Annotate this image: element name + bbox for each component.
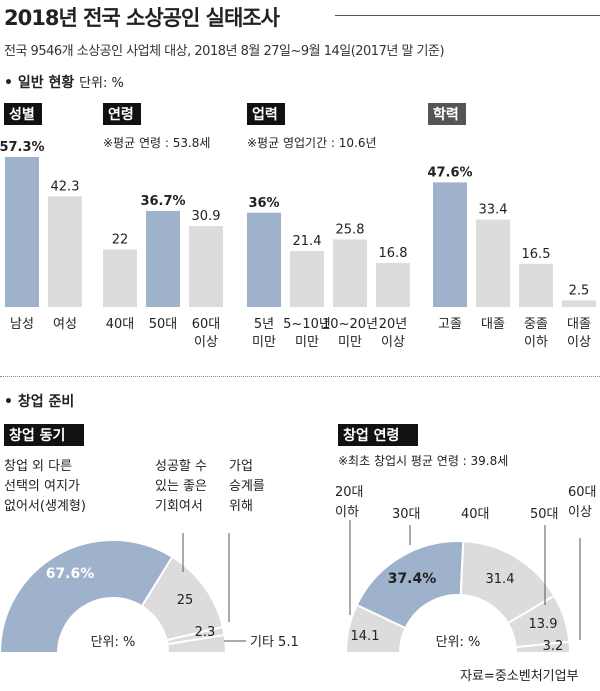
bar-category-0-0: 남성	[10, 317, 34, 332]
bar-value-0-0: 57.3%	[0, 140, 45, 155]
chart-title-5-bg	[338, 424, 418, 446]
bar-value-2-2: 25.8	[336, 222, 365, 237]
donut-category-5-3: 50대	[530, 507, 559, 522]
bar-2-0	[247, 212, 281, 307]
section-general-label: • 일반 현황	[4, 75, 75, 91]
chart-note-5: ※최초 창업시 평균 연령 : 39.8세	[338, 454, 508, 468]
donut-unit-5: 단위: %	[436, 635, 481, 650]
section-general: • 일반 현황 단위: %	[4, 72, 124, 92]
bar-category-3-1: 대졸	[481, 317, 505, 332]
bar-value-0-1: 42.3	[51, 179, 80, 194]
bar-value-1-0: 22	[112, 232, 129, 247]
chart-title-2: 업력	[252, 107, 278, 123]
chart-note-1: ※평균 연령 : 53.8세	[103, 136, 210, 150]
donut-value-4-0: 67.6%	[46, 566, 95, 582]
donut-value-4-3: 기타 5.1	[250, 635, 299, 650]
bar-category-2-1: 5~10년 미만	[283, 317, 331, 350]
bar-value-3-2: 16.5	[522, 247, 551, 262]
donut-unit-4: 단위: %	[91, 635, 136, 650]
bar-1-2	[189, 226, 223, 307]
donut-value-5-4: 3.2	[543, 639, 564, 654]
bar-category-3-2: 중졸 이하	[524, 317, 548, 350]
bar-category-2-2: 10~20년 미만	[322, 317, 378, 350]
donut-category-5-0: 20대 이하	[335, 485, 364, 520]
bar-value-3-0: 47.6%	[427, 165, 472, 180]
bar-1-0	[103, 249, 137, 307]
donut-value-5-3: 13.9	[529, 617, 558, 632]
bar-value-3-3: 2.5	[569, 283, 590, 298]
bar-category-1-0: 40대	[106, 317, 135, 332]
bar-2-2	[333, 239, 367, 307]
bar-category-1-1: 50대	[149, 317, 178, 332]
title-rule	[335, 15, 600, 16]
section-startup: • 창업 준비	[4, 394, 75, 410]
donut-category-4-0: 창업 외 다른 선택의 여지가 없어서(생계형)	[4, 459, 86, 514]
chart-note-2: ※평균 영업기간 : 10.6년	[247, 136, 377, 150]
section-general-unit: 단위: %	[79, 76, 124, 91]
bar-2-1	[290, 250, 324, 307]
bar-category-2-0: 5년 미만	[252, 317, 276, 350]
source-note: 자료=중소벤처기업부	[460, 669, 579, 684]
chart-title-1-bg	[103, 103, 141, 125]
donut-category-5-4: 60대 이상	[568, 485, 597, 520]
bar-3-2	[519, 263, 553, 307]
bar-1-1	[146, 210, 180, 307]
donut-category-4-1: 성공할 수 있는 좋은 기회여서	[155, 459, 207, 514]
bar-category-3-3: 대졸 이상	[567, 317, 591, 350]
survey-subtitle: 전국 9546개 소상공인 사업체 대상, 2018년 8월 27일~9월 14…	[4, 44, 445, 59]
bar-3-0	[433, 182, 467, 307]
donut-category-4-2: 가업 승계를 위해	[229, 459, 265, 514]
section-divider	[0, 376, 600, 377]
page-title: 2018년 전국 소상공인 실태조사	[4, 6, 280, 30]
chart-title-3: 학력	[433, 107, 459, 123]
bar-2-3	[376, 263, 410, 307]
chart-title-1: 연령	[108, 107, 134, 123]
donut-value-4-2: 2.3	[195, 625, 216, 640]
bar-value-2-1: 21.4	[293, 234, 322, 249]
chart-title-4-bg	[4, 424, 84, 446]
bar-value-1-1: 36.7%	[140, 194, 185, 209]
donut-category-5-2: 40대	[461, 507, 490, 522]
bar-category-3-0: 고졸	[438, 317, 462, 332]
bar-3-3	[562, 300, 596, 307]
donut-value-5-1: 37.4%	[388, 571, 437, 587]
donut-category-5-1: 30대	[392, 507, 421, 522]
chart-title-2-bg	[247, 103, 285, 125]
bar-3-1	[476, 219, 510, 307]
chart-title-4: 창업 동기	[9, 427, 65, 444]
bar-category-0-1: 여성	[53, 317, 77, 332]
donut-slice-5-4	[514, 640, 572, 654]
bar-0-1	[48, 196, 82, 307]
bar-value-1-2: 30.9	[192, 209, 221, 224]
chart-title-3-bg	[428, 103, 466, 125]
chart-title-0-bg	[4, 103, 42, 125]
bar-value-2-0: 36%	[248, 196, 279, 211]
bar-value-3-1: 33.4	[479, 203, 508, 218]
donut-slice-4-0	[0, 539, 174, 654]
donut-value-4-1: 25	[177, 593, 194, 608]
chart-title-0: 성별	[9, 106, 35, 123]
chart-title-5: 창업 연령	[343, 427, 399, 444]
bar-value-2-3: 16.8	[379, 246, 408, 261]
donut-value-5-2: 31.4	[486, 572, 515, 587]
donut-value-5-0: 14.1	[351, 629, 380, 644]
bar-category-2-3: 20년 이상	[379, 317, 408, 350]
bar-category-1-2: 60대 이상	[192, 317, 221, 350]
bar-0-0	[5, 157, 39, 307]
